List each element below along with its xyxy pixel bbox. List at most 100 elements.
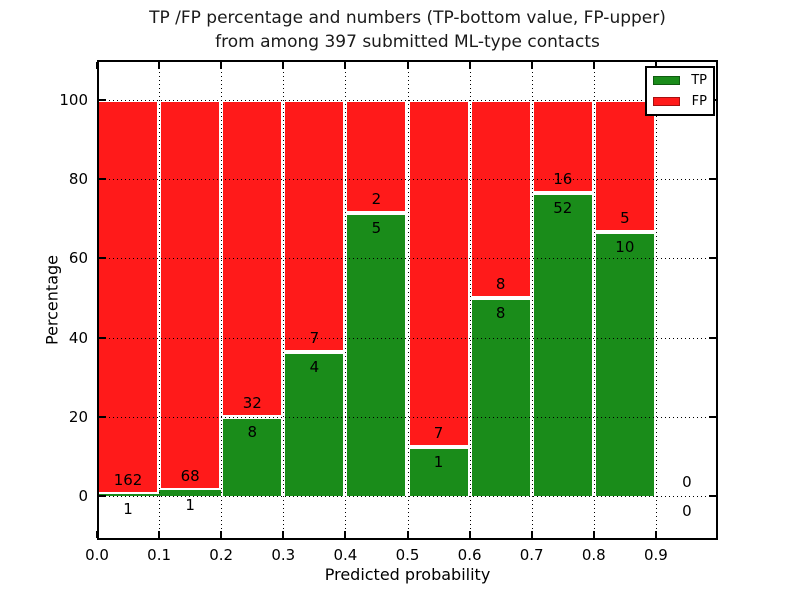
x-axis-tick	[220, 531, 223, 538]
bar-fp-count-label: 7	[309, 329, 320, 347]
legend-label: FP	[691, 94, 707, 109]
x-axis-tick-top	[344, 62, 347, 69]
bar-tp-segment	[97, 493, 160, 496]
x-tick-label: 0.1	[147, 546, 172, 564]
bar-fp-segment	[345, 100, 408, 214]
bar-fp-count-label: 32	[242, 393, 262, 412]
x-tick-label: 0.8	[581, 546, 606, 564]
bar-tp-segment	[221, 416, 284, 496]
bar-tp-segment	[407, 446, 470, 496]
legend-swatch-tp	[653, 76, 680, 85]
bar-tp-count-label: 8	[247, 422, 257, 441]
bar-tp-count-label: 10	[615, 238, 635, 256]
x-tick-label: 0.9	[643, 546, 668, 564]
bar-fp-segment	[97, 100, 160, 494]
legend-item: TP	[653, 70, 709, 91]
x-axis-tick-top	[96, 62, 98, 69]
y-axis-tick	[99, 495, 106, 497]
legend-item: FP	[653, 91, 709, 112]
x-tick-label: 0.5	[395, 546, 420, 564]
bar-fp-segment	[283, 100, 346, 352]
bar-fp-count-label: 5	[620, 209, 630, 227]
bar-fp-count-label: 8	[495, 275, 506, 293]
y-tick-label: 100	[59, 91, 88, 109]
x-axis-tick	[592, 531, 595, 538]
chart-title-line1: TP /FP percentage and numbers (TP-bottom…	[149, 8, 666, 28]
y-axis-tick-right	[709, 495, 716, 497]
x-axis-tick-top	[406, 62, 409, 69]
x-tick-label: 0.6	[457, 546, 482, 564]
bar-fp-segment	[593, 100, 656, 232]
bar-tp-count-label: 8	[495, 304, 506, 322]
bar-tp-count-label: 4	[309, 358, 320, 376]
bar-tp-count-label: 1	[185, 496, 195, 515]
gridline-vertical	[159, 60, 161, 540]
y-tick-label: 0	[78, 487, 88, 505]
gridline-vertical	[221, 60, 223, 540]
plot-area: TP FP 162 1 68 1 32 8 7 4 2 5 7 1 8 8 16 52 5 10 0 0	[96, 60, 718, 540]
chart-title: TP /FP percentage and numbers (TP-bottom…	[97, 6, 718, 54]
x-axis-tick	[282, 531, 285, 538]
y-axis-tick	[99, 415, 106, 418]
bar-tp-count-label: 0	[682, 502, 692, 520]
x-axis-tick-top	[592, 62, 595, 69]
bar-tp-segment	[283, 352, 346, 496]
y-axis-tick	[99, 178, 106, 181]
bar-fp-segment	[469, 100, 532, 298]
legend-swatch-fp	[653, 97, 680, 106]
x-axis-tick-top	[468, 62, 471, 69]
y-axis-tick-right	[709, 178, 716, 181]
x-axis-tick-top	[158, 62, 161, 69]
x-axis-tick-top	[530, 62, 533, 69]
x-tick-label: 0.7	[519, 546, 544, 564]
bar-fp-count-label: 68	[180, 467, 200, 486]
x-axis-tick	[468, 531, 471, 538]
x-tick-label: 0.2	[209, 546, 234, 564]
bar-tp-segment	[593, 232, 656, 496]
legend: TP FP	[645, 66, 715, 116]
y-tick-label: 80	[68, 170, 88, 189]
gridline-vertical	[283, 60, 285, 540]
x-axis-label: Predicted probability	[324, 565, 491, 584]
bar-fp-count-label: 0	[682, 473, 692, 491]
gridline-vertical	[407, 60, 409, 540]
bar-tp-count-label: 1	[123, 499, 133, 518]
chart-title-line2: from among 397 submitted ML-type contact…	[215, 32, 600, 52]
x-axis-tick-top	[654, 62, 657, 69]
x-tick-label: 0.0	[85, 546, 109, 564]
bar-fp-segment	[407, 100, 470, 447]
bar-tp-segment	[469, 298, 532, 496]
bar-tp-count-label: 5	[371, 219, 382, 238]
gridline-vertical	[655, 60, 657, 540]
x-tick-label: 0.3	[271, 546, 296, 564]
bar-tp-count-label: 1	[433, 452, 444, 471]
x-axis-tick	[406, 531, 409, 538]
bar-fp-count-label: 162	[113, 470, 143, 489]
y-tick-label: 60	[68, 249, 88, 268]
bar-tp-segment	[345, 213, 408, 496]
gridline-vertical	[593, 60, 595, 540]
y-tick-label: 20	[68, 407, 88, 426]
bar-tp-segment	[159, 490, 222, 496]
gridline-vertical	[469, 60, 471, 540]
y-tick-label: 40	[68, 328, 88, 347]
legend-label: TP	[691, 73, 707, 88]
y-axis-tick	[99, 336, 106, 339]
y-axis-tick-right	[709, 415, 716, 418]
gridline-vertical	[345, 60, 347, 540]
x-tick-label: 0.4	[333, 546, 358, 564]
bar-tp-segment	[531, 193, 594, 496]
bar-fp-count-label: 2	[371, 190, 382, 209]
y-axis-tick	[99, 99, 106, 101]
x-axis-tick	[96, 531, 98, 538]
bar-fp-segment	[159, 100, 222, 491]
bar-tp-count-label: 52	[553, 199, 573, 218]
x-axis-tick	[654, 531, 657, 538]
bar-fp-count-label: 7	[433, 423, 444, 442]
bar-fp-segment	[531, 100, 594, 194]
x-axis-tick	[158, 531, 161, 538]
bar-fp-count-label: 16	[553, 170, 573, 189]
gridline-vertical	[531, 60, 533, 540]
x-axis-tick	[344, 531, 347, 538]
